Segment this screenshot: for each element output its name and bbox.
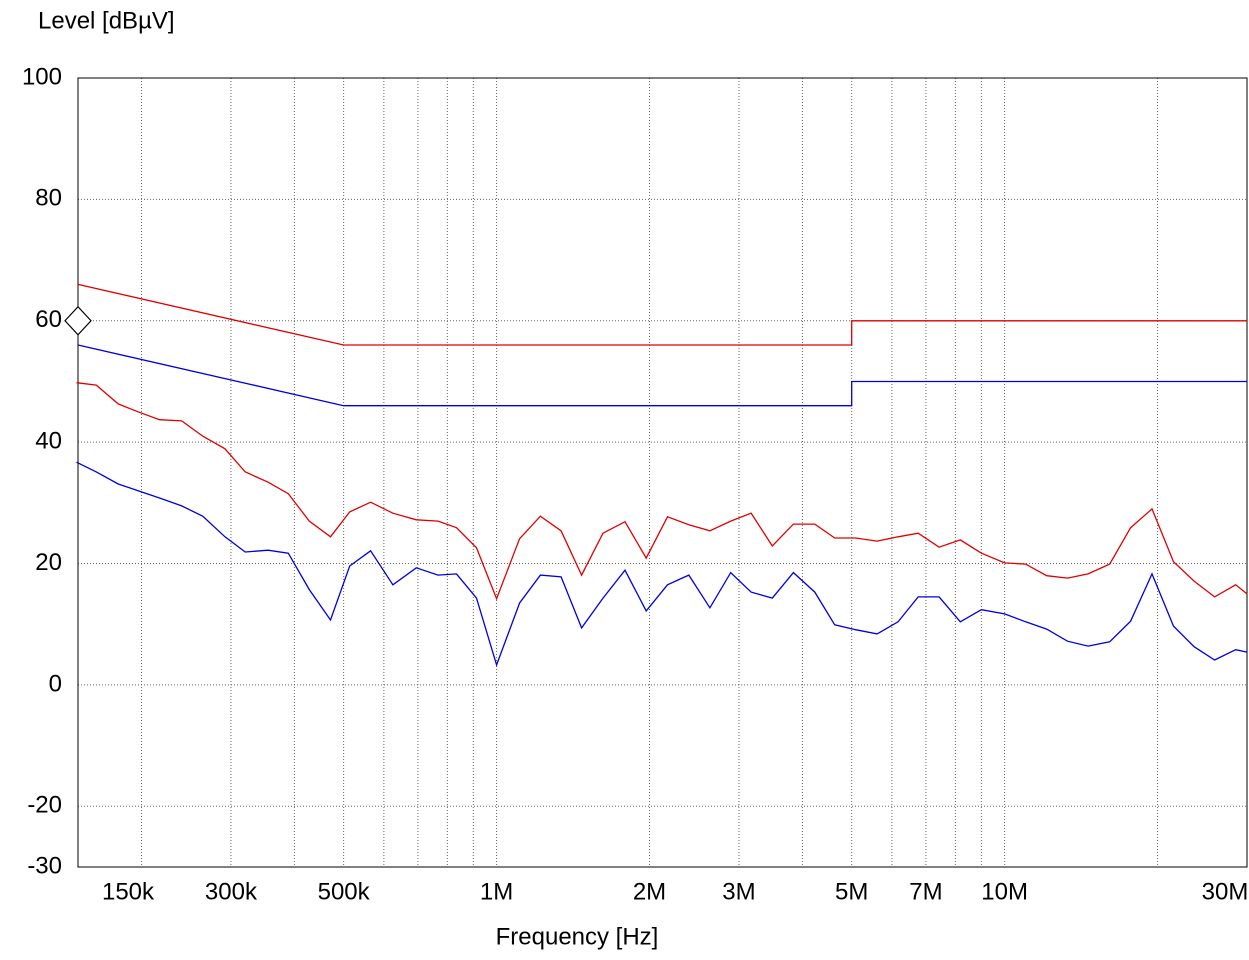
x-tick-label: 300k: [205, 878, 258, 905]
y-tick-label: 80: [35, 185, 62, 212]
x-tick-label: 10M: [981, 878, 1028, 905]
x-tick-label: 5M: [835, 878, 868, 905]
y-tick-label: -30: [27, 852, 62, 879]
y-axis-title: Level [dBµV]: [38, 7, 175, 34]
y-tick-label: 0: [49, 670, 62, 697]
x-tick-label: 150k: [102, 878, 155, 905]
x-axis-title: Frequency [Hz]: [496, 923, 659, 950]
series-line: [76, 382, 1248, 601]
y-tick-label: -20: [27, 792, 62, 819]
x-tick-label: 2M: [633, 878, 666, 905]
series-line: [77, 344, 1247, 407]
y-tick-label: 60: [35, 306, 62, 333]
plot-frame: [77, 77, 1248, 868]
series-line: [76, 461, 1248, 667]
y-tick-label: 100: [22, 63, 62, 90]
x-tick-label: 1M: [480, 878, 513, 905]
x-tick-label: 30M: [1202, 878, 1249, 905]
x-tick-label: 500k: [318, 878, 371, 905]
y-tick-label: 20: [35, 549, 62, 576]
limit-marker: [64, 305, 92, 336]
y-tick-label: 40: [35, 427, 62, 454]
x-tick-label: 3M: [722, 878, 755, 905]
series-line: [77, 283, 1247, 346]
x-tick-label: 7M: [909, 878, 942, 905]
